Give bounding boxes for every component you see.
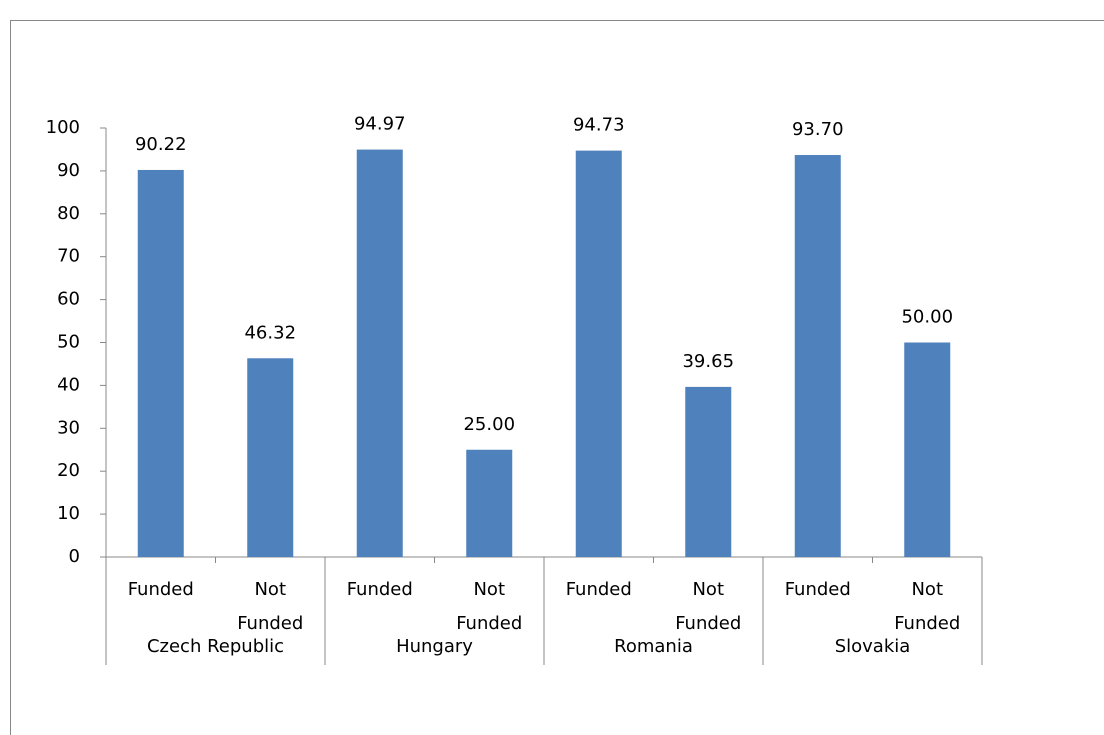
- bar: [137, 169, 184, 557]
- group-label: Czech Republic: [146, 636, 285, 657]
- x-tick-label: Funded: [784, 579, 851, 600]
- data-label: 94.97: [354, 114, 406, 135]
- bar: [794, 155, 841, 558]
- data-label: 39.65: [682, 351, 734, 372]
- x-tick-label: Funded: [565, 579, 632, 600]
- data-label: 94.73: [573, 115, 625, 136]
- y-tick-label: 10: [57, 503, 80, 524]
- data-label: 46.32: [244, 322, 296, 343]
- x-tick-label: Funded: [127, 579, 194, 600]
- x-tick-label: Not Funded: [237, 579, 304, 634]
- y-tick-label: 30: [57, 417, 80, 438]
- y-tick-label: 90: [57, 160, 80, 181]
- data-label: 93.70: [792, 119, 844, 140]
- group-label: Slovakia: [834, 636, 911, 657]
- data-label: 25.00: [463, 414, 515, 435]
- data-label: 50.00: [901, 307, 953, 328]
- y-tick-label: 50: [57, 332, 80, 353]
- bar: [247, 358, 294, 557]
- group-label: Hungary: [396, 636, 473, 657]
- bar: [685, 386, 732, 557]
- y-tick-label: 60: [57, 289, 80, 310]
- bar: [575, 150, 622, 557]
- bar: [466, 449, 513, 557]
- y-tick-label: 100: [46, 117, 80, 138]
- y-tick-label: 20: [57, 460, 80, 481]
- chart-frame: [10, 20, 1104, 735]
- x-tick-label: Funded: [346, 579, 413, 600]
- y-tick-label: 70: [57, 246, 80, 267]
- group-label: Romania: [614, 636, 693, 657]
- y-tick-label: 80: [57, 203, 80, 224]
- y-tick-label: 40: [57, 374, 80, 395]
- x-tick-label: Not Funded: [675, 579, 742, 634]
- x-tick-label: Not Funded: [894, 579, 961, 634]
- bar: [356, 149, 403, 557]
- x-tick-label: Not Funded: [456, 579, 523, 634]
- data-label: 90.22: [135, 134, 187, 155]
- y-tick-label: 0: [69, 546, 80, 567]
- bar: [904, 342, 951, 557]
